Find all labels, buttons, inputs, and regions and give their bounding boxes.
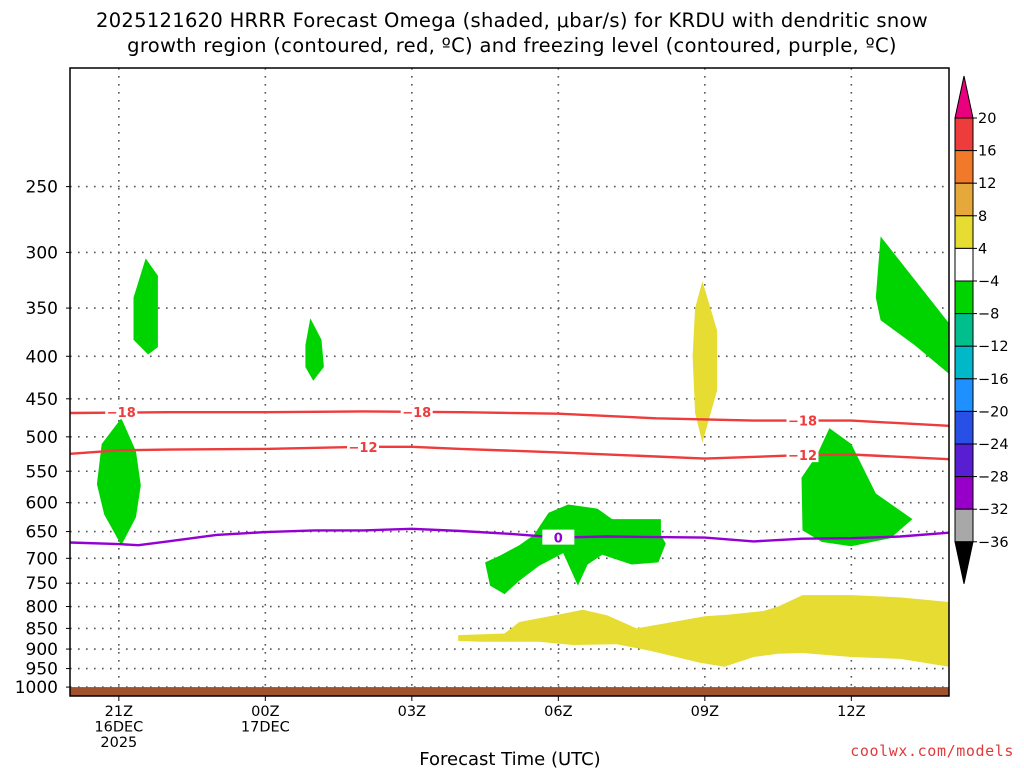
y-tick-label: 950 [26, 660, 58, 680]
contour-label: −18 [402, 406, 431, 421]
ground-surface [70, 687, 949, 696]
colorbar-swatch [954, 443, 974, 478]
grid-layer [70, 68, 949, 696]
colorbar-label: −24 [978, 437, 1009, 453]
x-tick-label: 17DEC [241, 720, 290, 736]
y-tick-label: 600 [26, 494, 58, 514]
y-tick-label: 550 [26, 462, 58, 482]
colorbar-label: 12 [978, 176, 996, 192]
colorbar-label: −36 [978, 535, 1009, 551]
contour-label-bg [542, 529, 575, 545]
y-tick-label: 750 [26, 574, 58, 594]
contour-label-bg [347, 438, 379, 454]
colorbar-swatch [954, 476, 974, 510]
omega-region [875, 236, 949, 374]
contour-label-bg [786, 447, 819, 463]
colorbar-label: −8 [978, 307, 999, 323]
omega-region [133, 258, 158, 355]
y-tick-label: 800 [26, 598, 58, 618]
omega-region [801, 428, 913, 547]
colorbar-label: −28 [978, 470, 1009, 486]
colorbar-label: 8 [978, 209, 987, 225]
colorbar-label: 4 [978, 241, 987, 257]
colorbar-label: 20 [978, 111, 996, 127]
contour-label-bg [786, 412, 819, 428]
y-tick-label: 400 [26, 347, 58, 367]
x-tick-label: 2025 [100, 735, 137, 751]
chart-title: 2025121620 HRRR Forecast Omega (shaded, … [0, 8, 1024, 58]
omega-region [458, 595, 949, 667]
contour-label: 0 [554, 532, 563, 547]
y-tick-label: 900 [26, 640, 58, 660]
colorbar-label: −4 [978, 274, 999, 290]
omega-region [485, 504, 666, 595]
y-tick-label: 450 [26, 390, 58, 410]
contour-label-bg [105, 404, 138, 420]
y-tick-label: 250 [26, 178, 58, 198]
colorbar-swatch [954, 345, 974, 380]
contour-label: −12 [788, 449, 817, 464]
colorbar-label: −12 [978, 339, 1009, 355]
y-tick-label: 650 [26, 523, 58, 543]
colorbar-swatch [954, 313, 974, 347]
y-tick-label: 1000 [15, 678, 58, 698]
contour-line [69, 527, 950, 547]
colorbar-bottom-arrow [954, 541, 974, 584]
watermark: coolwx.com/models [850, 742, 1014, 760]
contour-layer: −18 −18 −18 −12 −12 0 [69, 404, 950, 547]
contour-label: −18 [107, 406, 136, 421]
contour-label-bg [400, 404, 433, 420]
plot-frame [69, 67, 950, 697]
colorbar-swatch [954, 150, 974, 184]
x-tick-label: 00Z [251, 704, 279, 720]
colorbar: 20 16 12 8 4 −4 −8 −12 −16 −20 −24 −28 −32 −36 [954, 75, 1009, 584]
x-tick-label: 03Z [398, 704, 426, 720]
x-tick-label: 12Z [837, 704, 865, 720]
colorbar-swatch [954, 182, 974, 217]
colorbar-swatch [954, 215, 974, 249]
colorbar-swatch [954, 378, 974, 412]
y-tick-label: 850 [26, 619, 58, 639]
y-tick-label: 300 [26, 243, 58, 263]
chart-title-line2: growth region (contoured, red, ºC) and f… [127, 34, 897, 57]
x-tick-label: 06Z [544, 704, 572, 720]
colorbar-swatch [954, 247, 974, 282]
y-tick-label: 700 [26, 549, 58, 569]
colorbar-swatch [954, 280, 974, 315]
colorbar-swatch [954, 117, 974, 152]
omega-region [692, 281, 717, 443]
colorbar-top-arrow [954, 75, 974, 119]
x-axis-label: Forecast Time (UTC) [419, 749, 600, 768]
colorbar-swatch [954, 508, 974, 543]
omega-shading-layer [70, 236, 949, 696]
y-tick-label: 350 [26, 299, 58, 319]
colorbar-label: −16 [978, 372, 1009, 388]
colorbar-label: −32 [978, 502, 1009, 518]
omega-region [305, 318, 324, 381]
contour-label: −12 [349, 441, 378, 456]
y-tick-label: 500 [26, 428, 58, 448]
colorbar-label: 16 [978, 144, 996, 160]
colorbar-swatch [954, 410, 974, 445]
x-tick-label: 21Z [105, 704, 133, 720]
x-tick-label: 09Z [691, 704, 719, 720]
x-tick-label: 16DEC [94, 720, 143, 736]
chart-title-line1: 2025121620 HRRR Forecast Omega (shaded, … [96, 9, 928, 32]
colorbar-label: −20 [978, 404, 1009, 420]
axis-layer: 2503003504004505005506006507007508008509… [15, 67, 950, 751]
contour-label: −18 [788, 415, 817, 430]
